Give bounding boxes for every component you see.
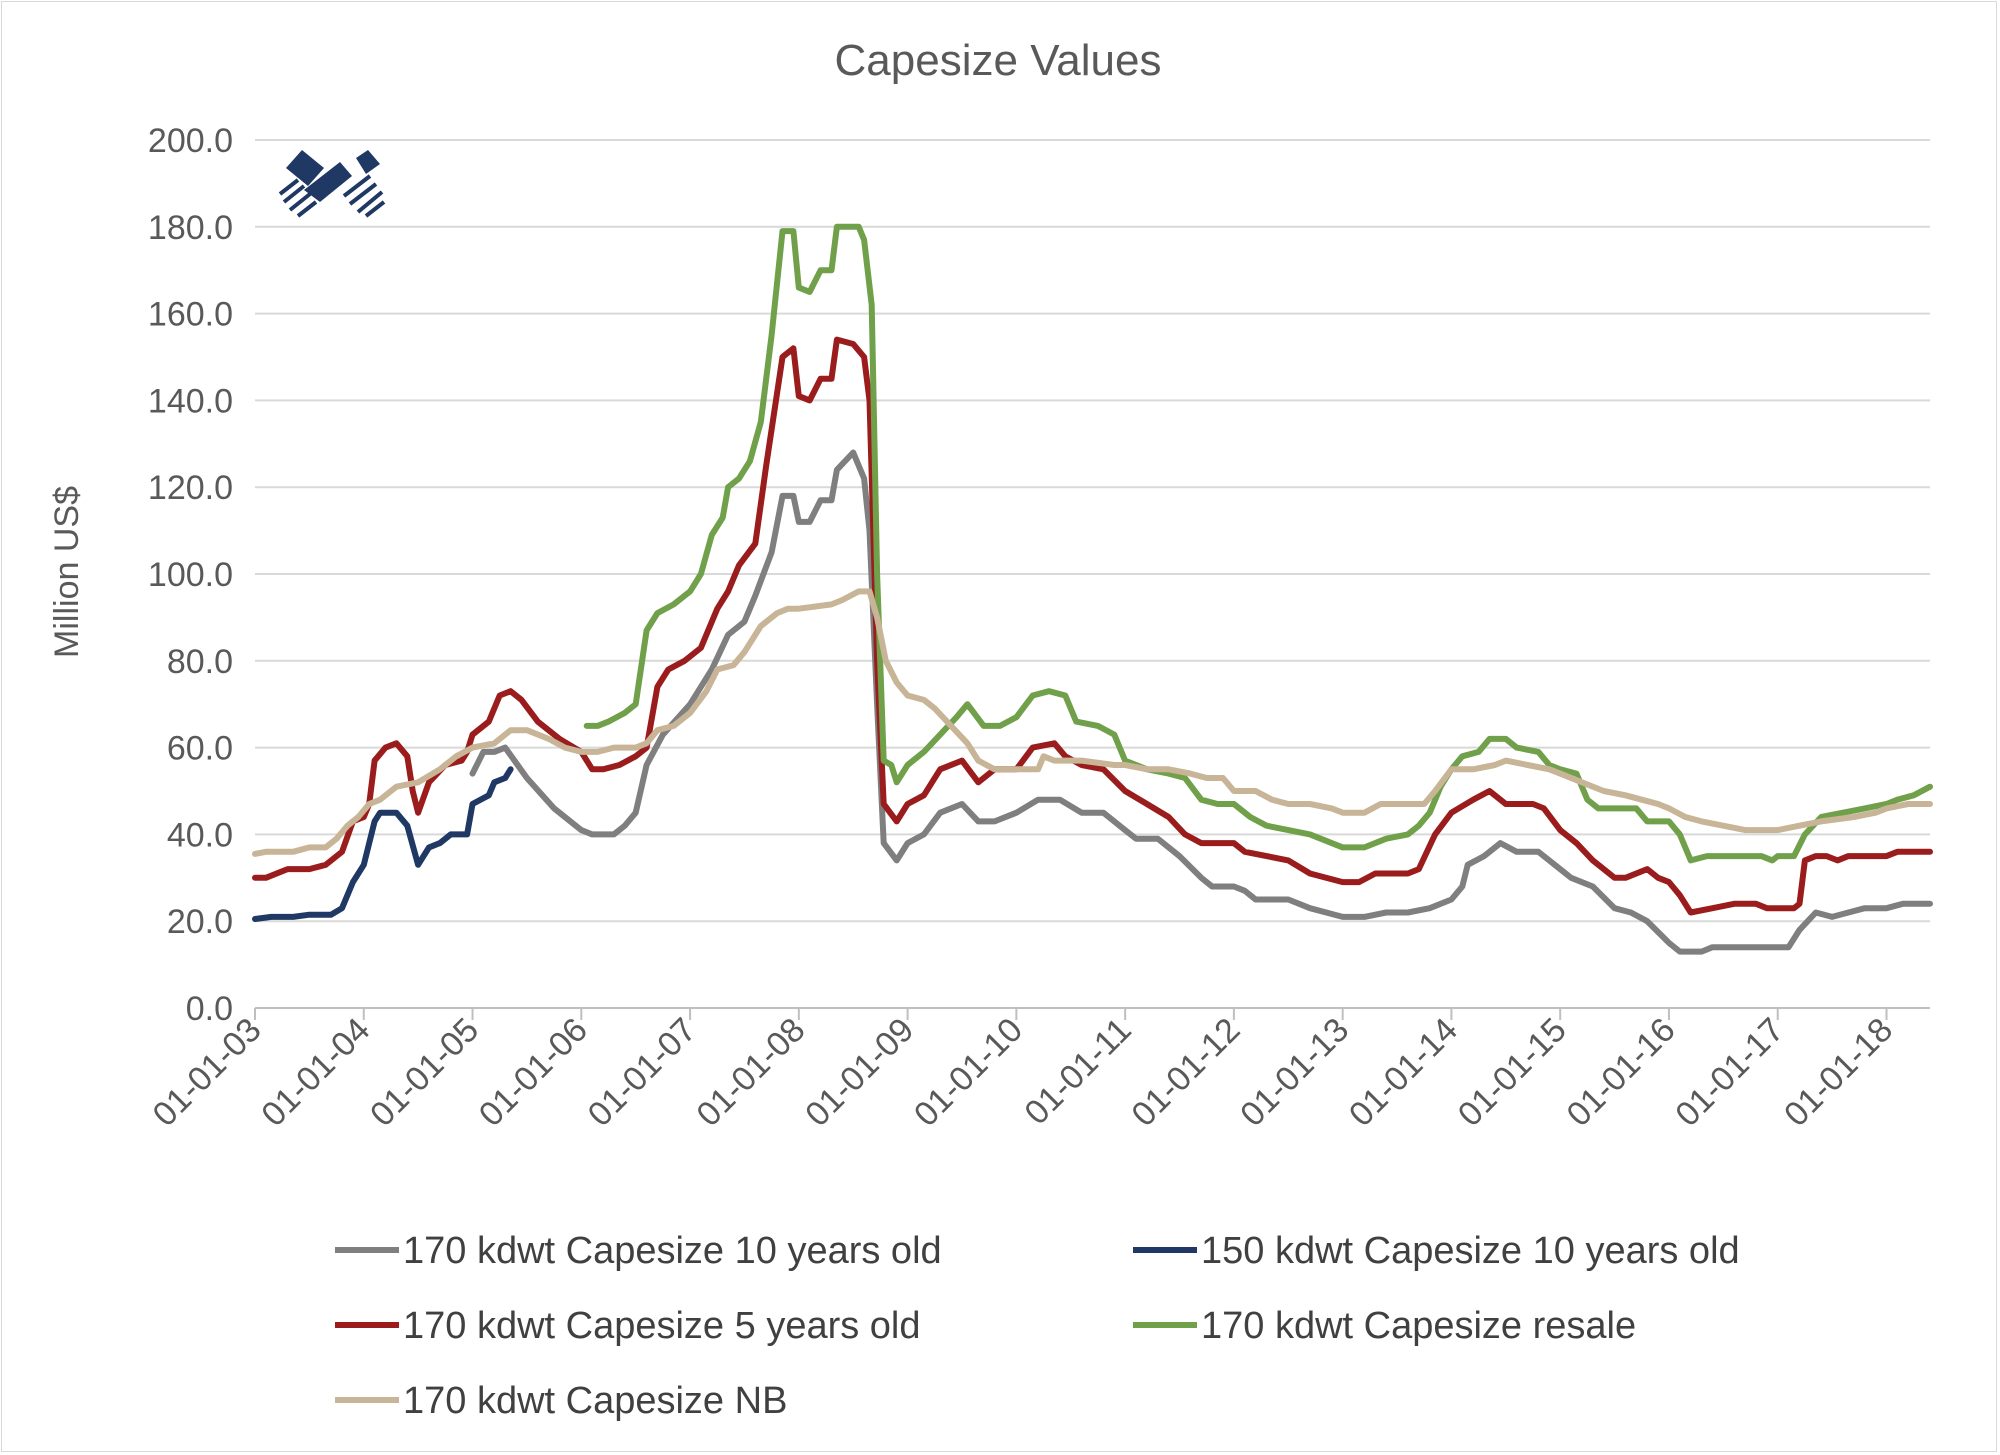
x-tick-label: 01-01-17 xyxy=(1668,1011,1791,1134)
y-tick-labels: 0.0 20.0 40.0 60.0 80.0 100.0 120.0 140.0 160.0 1… xyxy=(148,122,233,1028)
x-tick-label: 01-01-12 xyxy=(1124,1011,1247,1134)
x-tick-label: 01-01-08 xyxy=(689,1011,812,1134)
legend-label-2: 150 kdwt Capesize 10 years old xyxy=(1201,1230,1740,1272)
y-tick-label: 40.0 xyxy=(167,816,233,854)
gridlines xyxy=(254,139,1930,1020)
series-line-3 xyxy=(252,336,1933,916)
series-lines xyxy=(252,223,1933,955)
x-tick-label: 01-01-15 xyxy=(1451,1011,1574,1134)
y-tick-label: 140.0 xyxy=(148,382,233,420)
x-tick-label: 01-01-07 xyxy=(581,1011,704,1134)
company-logo xyxy=(278,150,386,218)
y-tick-label: 120.0 xyxy=(148,469,233,507)
legend-label-4: 170 kdwt Capesize resale xyxy=(1201,1305,1636,1347)
y-axis-label: Million US$ xyxy=(48,486,86,658)
y-tick-label: 60.0 xyxy=(167,730,233,768)
chart-title: Capesize Values xyxy=(835,36,1162,85)
x-tick-label: 01-01-16 xyxy=(1560,1011,1683,1134)
series-line-5 xyxy=(252,588,1933,857)
legend-label-3: 170 kdwt Capesize 5 years old xyxy=(403,1305,921,1347)
x-tick-label: 01-01-10 xyxy=(907,1011,1030,1134)
legend-label-1: 170 kdwt Capesize 10 years old xyxy=(403,1230,942,1272)
y-tick-label: 20.0 xyxy=(167,903,233,941)
x-tick-label: 01-01-14 xyxy=(1342,1011,1465,1134)
x-tick-label: 01-01-04 xyxy=(254,1011,377,1134)
x-tick-label: 01-01-03 xyxy=(146,1011,269,1134)
y-tick-label: 80.0 xyxy=(167,643,233,681)
y-tick-label: 160.0 xyxy=(148,296,233,334)
x-tick-label: 01-01-11 xyxy=(1017,1011,1138,1132)
y-tick-label: 200.0 xyxy=(148,122,233,160)
legend: 170 kdwt Capesize 10 years old 150 kdwt C… xyxy=(335,1230,1740,1422)
x-tick-label: 01-01-18 xyxy=(1777,1011,1900,1134)
x-tick-label: 01-01-13 xyxy=(1233,1011,1356,1134)
x-tick-labels: 01-01-0301-01-0401-01-0501-01-0601-01-07… xyxy=(146,1011,1901,1134)
y-tick-label: 180.0 xyxy=(148,209,233,247)
x-tick-label: 01-01-06 xyxy=(472,1011,595,1134)
series-line-2 xyxy=(252,766,514,922)
x-tick-label: 01-01-09 xyxy=(798,1011,921,1134)
series-line-1 xyxy=(469,449,1933,955)
legend-label-5: 170 kdwt Capesize NB xyxy=(403,1380,787,1422)
series-line-4 xyxy=(583,223,1933,864)
x-tick-label: 01-01-05 xyxy=(363,1011,486,1134)
y-tick-label: 0.0 xyxy=(186,990,233,1028)
y-tick-label: 100.0 xyxy=(148,556,233,594)
